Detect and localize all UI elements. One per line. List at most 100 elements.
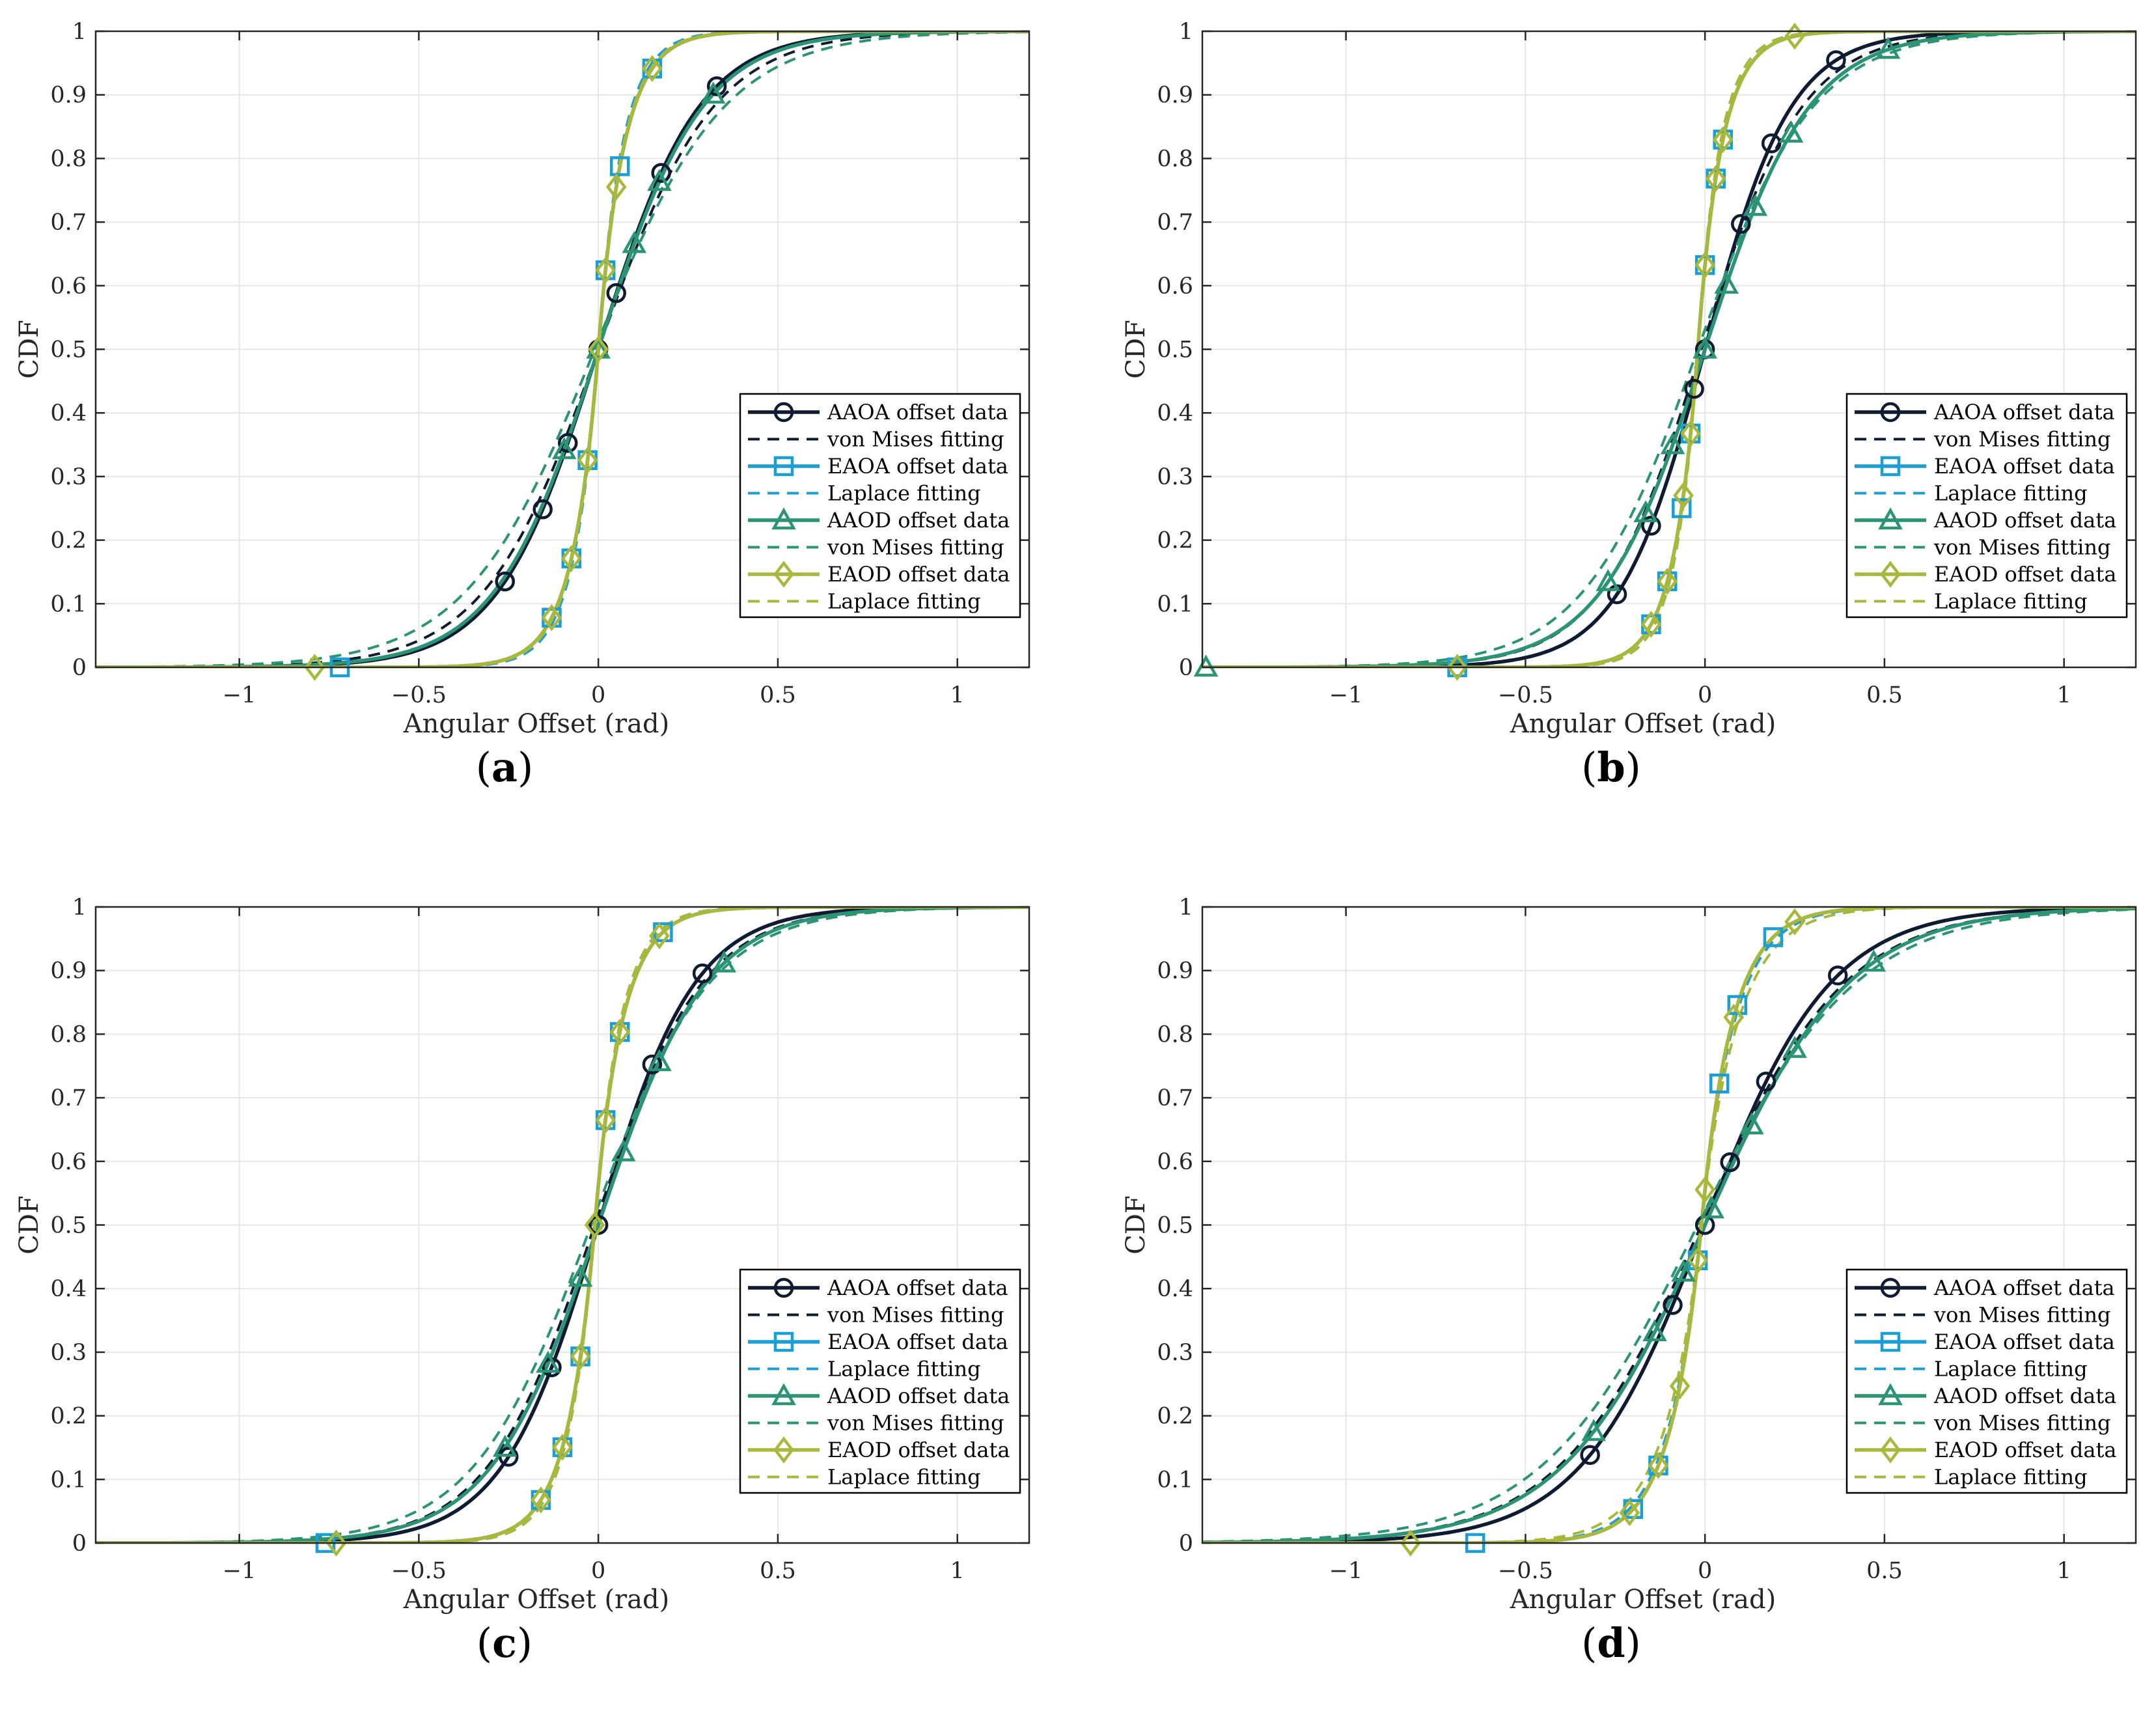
data-point-circle [1720,1152,1741,1173]
data-point-diamond [1640,611,1662,638]
data-point-circle [1826,50,1846,70]
y-tick-label: 0.7 [1157,210,1193,236]
x-tick-label: 0 [1698,1558,1712,1584]
panel-label: (b) [1581,744,1641,791]
x-tick-label: 0 [591,1558,605,1584]
data-point-diamond [570,1342,591,1370]
y-axis-label: CDF [14,320,44,378]
legend-marker-diamond [1880,1436,1901,1464]
y-tick-label: 0.4 [50,400,87,426]
data-point-circle [1827,965,1848,986]
data-point-circle [495,571,516,592]
x-axis-label: Angular Offset (rad) [1510,1585,1776,1615]
markers-group [304,55,727,681]
x-tick-label: 1 [2057,682,2071,708]
y-tick-label: 0 [72,655,87,681]
data-point-diamond [560,544,582,572]
legend-label: von Mises fitting [827,427,1004,452]
y-tick-label: 0.2 [1157,528,1193,554]
y-tick-label: 1 [72,895,87,921]
legend-label: von Mises fitting [827,1303,1004,1328]
data-point-circle [606,283,626,303]
data-point-diamond [1648,1452,1669,1479]
data-point-square [1727,995,1748,1015]
data-point-circle [1761,133,1782,154]
data-point-circle [642,1054,663,1075]
x-axis-label: Angular Offset (rad) [403,709,669,739]
y-tick-label: 0.4 [50,1276,87,1302]
legend-label: EAOD offset data [827,1438,1010,1462]
y-tick-label: 0.8 [1157,146,1193,172]
data-point-diamond [1400,1529,1421,1557]
y-tick-label: 0.3 [50,1340,87,1366]
y-tick-label: 0.5 [50,1213,87,1239]
series-line-6 [96,907,1029,1543]
data-point-diamond [595,257,616,284]
data-point-triangle [1660,432,1685,454]
x-tick-label: −1 [223,682,256,708]
series-line-5 [1202,31,2136,667]
legend-marker-circle [1880,1277,1901,1298]
legend-marker-square [773,1331,794,1352]
data-point-square [1763,927,1784,947]
data-point-diamond [605,173,627,201]
y-tick-label: 0.2 [50,1404,87,1430]
data-point-triangle [1714,271,1739,294]
y-tick-label: 0.6 [1157,273,1193,299]
y-tick-label: 0.3 [50,464,87,490]
x-tick-label: 1 [2057,1558,2071,1584]
data-point-triangle [712,950,737,973]
y-tick-label: 0.6 [50,1149,87,1175]
panel-label: (c) [477,1619,532,1667]
data-point-triangle [647,169,672,191]
data-point-diamond [577,447,598,474]
panel-label: (d) [1581,1619,1641,1667]
x-tick-label: −0.5 [1498,1558,1553,1584]
legend-label: Laplace fitting [827,589,981,614]
data-point-triangle [1739,1112,1764,1135]
legend-marker-diamond [773,561,794,588]
y-tick-label: 0.7 [1157,1085,1193,1111]
data-point-triangle [700,81,726,104]
data-point-diamond [1680,420,1701,447]
y-tick-label: 0.1 [50,1467,87,1493]
legend-label: EAOD offset data [1934,562,2116,587]
data-point-diamond [1705,165,1726,193]
x-tick-label: −1 [1329,682,1363,708]
data-point-square [609,156,630,176]
y-axis-label: CDF [14,1195,44,1254]
data-point-triangle [611,1139,636,1162]
y-tick-label: 0.5 [50,337,87,363]
y-tick-label: 0.1 [1157,591,1193,617]
y-tick-label: 0 [72,1531,87,1557]
x-tick-label: −0.5 [391,682,447,708]
series-line-5 [96,907,1029,1543]
data-point-circle [706,76,727,96]
legend-marker-square [1880,1331,1901,1352]
series-line-4 [1202,907,2136,1543]
y-tick-label: 0.8 [1157,1022,1193,1048]
legend-marker-circle [773,402,794,423]
legend-label: AAOA offset data [827,1275,1008,1300]
y-tick-label: 0.7 [50,210,87,236]
y-tick-label: 0.8 [50,1022,87,1048]
legend-marker-triangle [1878,1383,1903,1406]
legend-label: von Mises fitting [827,1411,1004,1436]
x-tick-label: 0.5 [760,682,796,708]
data-point-circle [1756,1072,1776,1092]
data-point-square [1709,1074,1730,1094]
data-point-diamond [541,604,562,632]
data-point-diamond [1712,126,1734,154]
data-point-diamond [552,1434,573,1461]
data-point-diamond [1723,1003,1745,1031]
data-point-triangle [622,230,647,253]
x-tick-label: 1 [950,682,965,708]
data-point-diamond [609,1018,631,1046]
y-tick-label: 0 [1179,655,1193,681]
legend-marker-circle [1880,402,1901,423]
legend-label: EAOA offset data [827,454,1008,479]
data-point-diamond [1694,251,1715,279]
y-tick-label: 0.1 [50,591,87,617]
data-point-diamond [1784,22,1805,50]
